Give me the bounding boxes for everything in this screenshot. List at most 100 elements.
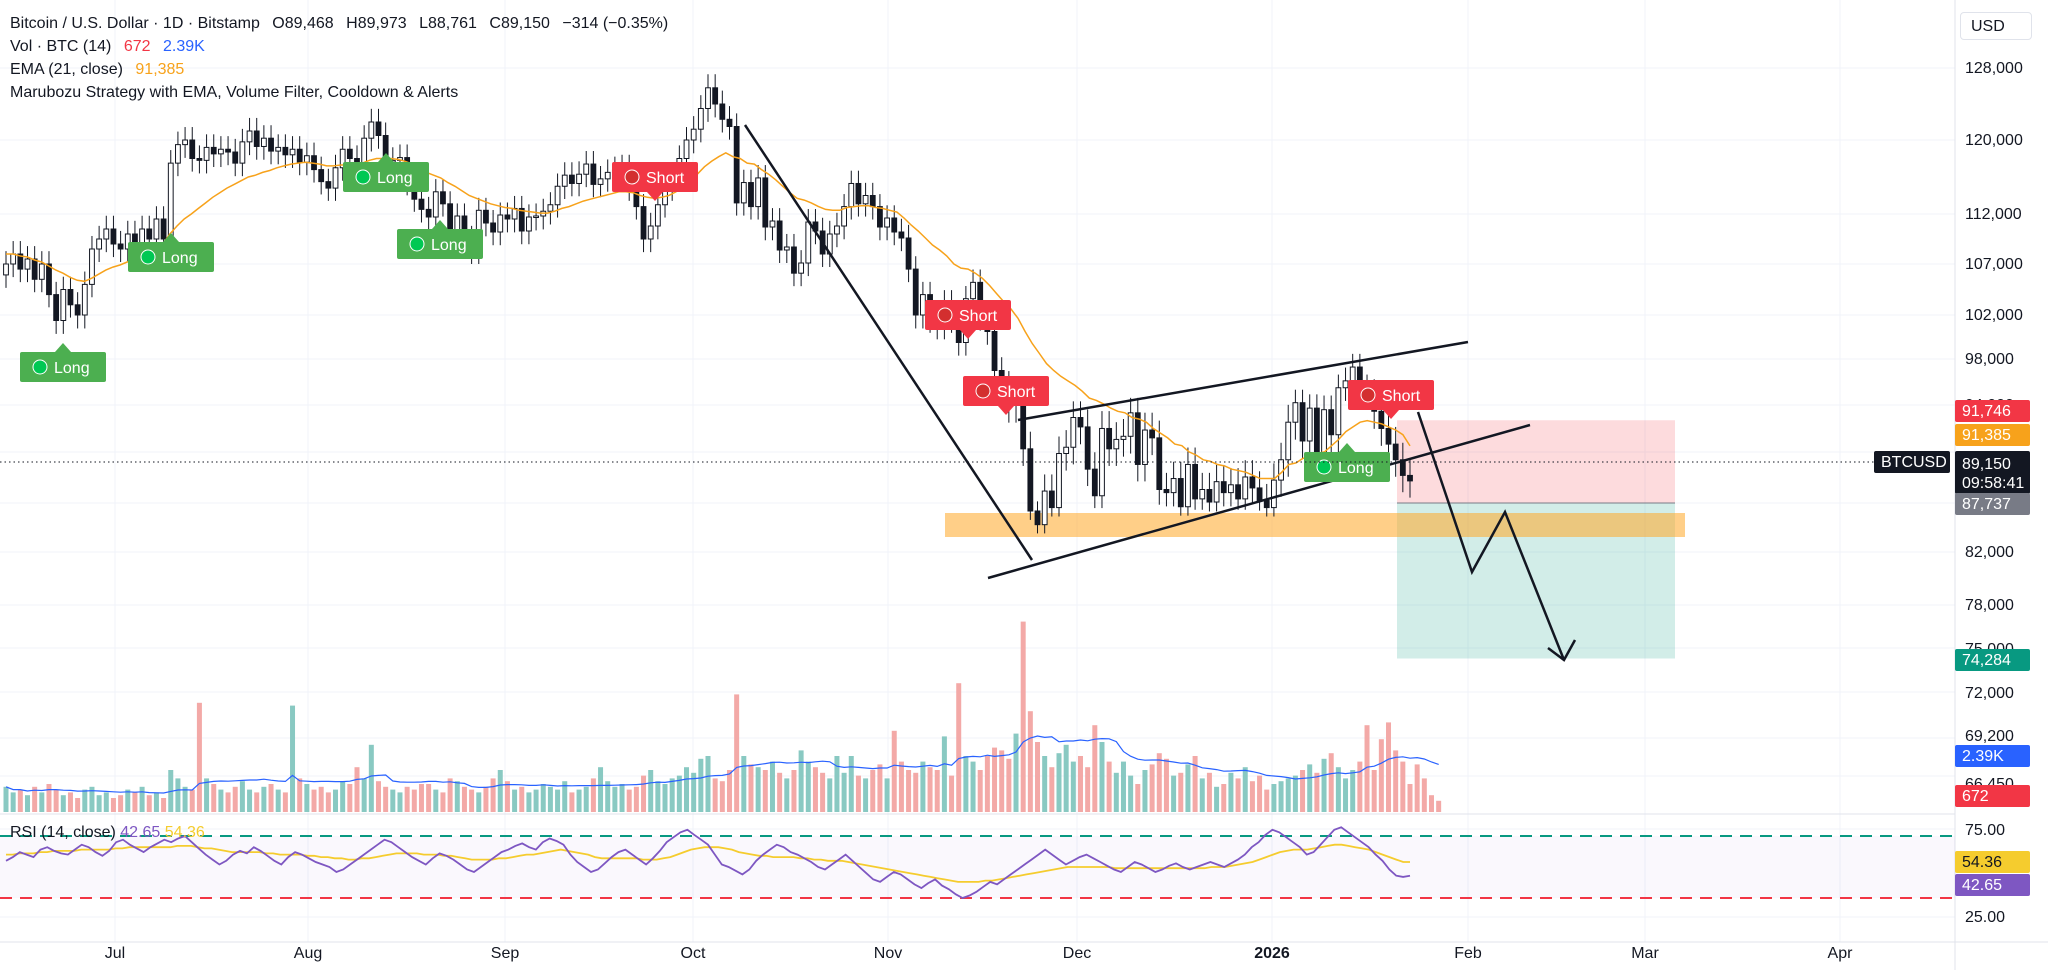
symbol-tag[interactable]: BTCUSD — [1874, 451, 1950, 473]
candle-body — [855, 182, 862, 205]
candle-body — [1263, 499, 1270, 509]
volume-bar — [970, 761, 976, 812]
signal-badge[interactable] — [397, 229, 483, 259]
stop-price-tag[interactable]: 91,746 — [1955, 400, 2030, 422]
candle — [1249, 460, 1256, 504]
candle — [117, 230, 124, 263]
candle — [332, 154, 339, 201]
candle — [418, 186, 425, 223]
price-axis[interactable]: 128,000 120,000 112,000 107,000 102,000 98,00… — [1874, 60, 2030, 926]
price-axis-label: 69,200 — [1965, 728, 2014, 745]
signal-badge[interactable] — [1304, 452, 1390, 482]
candle — [246, 117, 253, 156]
support-zone[interactable] — [945, 513, 1685, 537]
candle — [740, 169, 747, 216]
volume-bar — [669, 778, 675, 812]
volume-bar — [1056, 753, 1062, 812]
candle — [1270, 463, 1277, 517]
candle-body — [1392, 443, 1399, 461]
signal-short[interactable]: Short — [612, 162, 698, 201]
legend-ema-row[interactable]: EMA (21, close) 91,385 — [10, 58, 668, 81]
signal-short[interactable]: Short — [925, 300, 1011, 339]
trendline-down[interactable] — [743, 124, 1034, 561]
candle-body — [568, 174, 575, 184]
short-position-tool[interactable] — [1397, 420, 1675, 659]
target-price-tag[interactable]: 74,284 — [1955, 649, 2030, 671]
signal-badge[interactable] — [128, 242, 214, 272]
candle-body — [1335, 387, 1342, 436]
signal-badge[interactable] — [925, 300, 1011, 330]
volume-bar — [734, 694, 740, 812]
candle-body — [970, 281, 976, 300]
projection-path[interactable] — [1416, 411, 1566, 661]
projection-arrow-head[interactable] — [1547, 639, 1577, 662]
signal-badge[interactable] — [20, 352, 106, 382]
rsi-ma-tag[interactable]: 54.36 — [1955, 851, 2030, 873]
volume-bar — [1328, 753, 1334, 812]
volume-bar — [1077, 756, 1083, 812]
ema-price-tag[interactable]: 91,385 — [1955, 424, 2030, 446]
signal-long[interactable]: Long — [1304, 443, 1390, 482]
candle — [225, 136, 231, 166]
volume-bar — [1378, 739, 1384, 812]
candle-body — [1407, 474, 1413, 482]
time-axis-label: 2026 — [1254, 945, 1290, 962]
time-axis[interactable]: Jul Aug Sep Oct Nov Dec 2026 Feb Mar Apr — [105, 945, 1853, 962]
low-value: L88,761 — [419, 15, 477, 32]
candle — [53, 281, 60, 334]
volume-bar — [633, 786, 639, 812]
signal-long[interactable]: Long — [397, 220, 483, 259]
volume-bar — [598, 767, 604, 812]
currency-selector[interactable]: USD — [1960, 12, 2032, 40]
candle-body — [1027, 448, 1034, 512]
countdown-tag-bg — [1955, 472, 2030, 494]
candle — [769, 208, 776, 241]
candle-body — [1342, 380, 1349, 389]
volume-bar — [1042, 756, 1048, 812]
signal-short[interactable]: Short — [963, 376, 1049, 415]
signal-long[interactable]: Long — [343, 153, 429, 192]
volume-bar — [526, 792, 532, 812]
legend-symbol-row[interactable]: Bitcoin / U.S. Dollar · 1D · Bitstamp O8… — [10, 12, 668, 35]
volume-tag[interactable]: 672 — [1955, 785, 2030, 807]
trend-drawings[interactable] — [743, 124, 1577, 662]
signal-badge[interactable] — [343, 162, 429, 192]
candle-body — [253, 130, 260, 147]
candle — [568, 162, 575, 197]
wedge-upper-line[interactable] — [1017, 340, 1469, 422]
signal-badge[interactable] — [963, 376, 1049, 406]
candle — [1063, 430, 1070, 471]
volume-bar — [247, 789, 253, 812]
wedge-lower-line[interactable] — [987, 423, 1531, 580]
legend-strategy-row[interactable]: Marubozu Strategy with EMA, Volume Filte… — [10, 81, 668, 104]
candle-body — [203, 146, 210, 161]
signal-long[interactable]: Long — [20, 343, 106, 382]
signal-badge[interactable] — [612, 162, 698, 192]
signal-long[interactable]: Long — [128, 233, 214, 272]
candle-body — [683, 139, 690, 159]
candle-body — [1113, 438, 1120, 450]
candle-body — [182, 139, 188, 146]
volume-ma-tag[interactable]: 2.39K — [1955, 745, 2030, 767]
legend-volume-row[interactable]: Vol · BTC (14) 672 2.39K — [10, 35, 668, 58]
last-price-tag[interactable]: 89,150 — [1955, 451, 2030, 475]
candle — [834, 212, 840, 248]
symbol-title[interactable]: Bitcoin / U.S. Dollar · 1D · Bitstamp — [10, 15, 260, 32]
rsi-tag[interactable]: 42.65 — [1955, 874, 2030, 896]
signal-badge[interactable] — [1348, 380, 1434, 410]
candle-body — [1063, 446, 1070, 455]
volume-bar — [1285, 778, 1291, 812]
volume-bar — [232, 786, 238, 812]
candle-body — [210, 146, 217, 155]
entry-price-tag[interactable]: 87,737 — [1955, 493, 2030, 515]
ema-price-tag-text: 91,385 — [1962, 427, 2011, 444]
signal-short[interactable]: Short — [1348, 380, 1434, 419]
stop-loss-zone[interactable] — [1397, 420, 1675, 503]
candle — [561, 162, 568, 200]
volume-bar — [841, 772, 847, 812]
rsi-legend[interactable]: RSI (14, close) 42.65 54.36 — [10, 824, 205, 842]
countdown-tag[interactable]: 09:58:41 — [1955, 472, 2030, 494]
volume-label: Vol · BTC (14) — [10, 38, 112, 55]
